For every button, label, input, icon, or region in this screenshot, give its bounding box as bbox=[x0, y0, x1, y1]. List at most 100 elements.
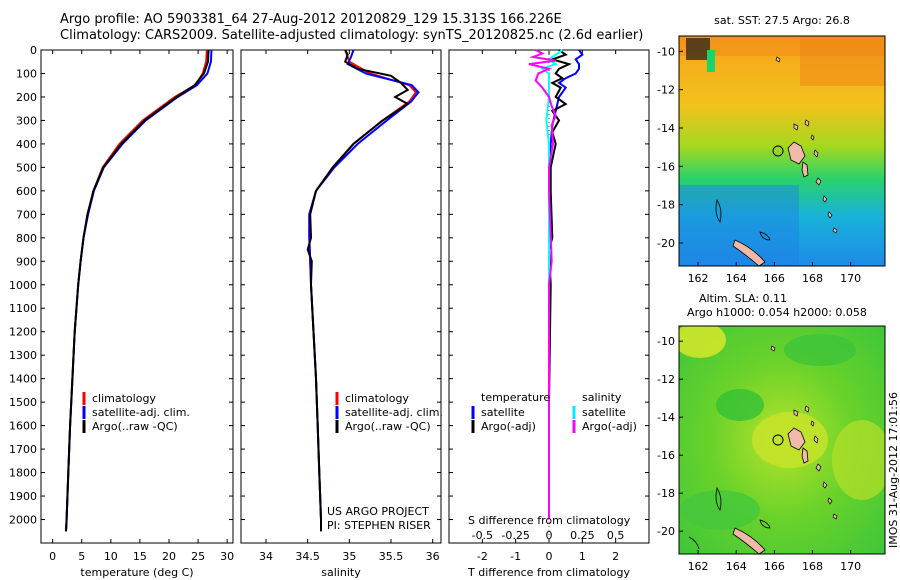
map-lon-label: 166 bbox=[764, 560, 785, 573]
pressure-tick-label: 1600 bbox=[9, 420, 37, 433]
pressure-tick-label: 1900 bbox=[9, 490, 37, 503]
sst-warm-patch bbox=[800, 36, 885, 86]
x-tick-label: 30 bbox=[220, 550, 234, 563]
legend-t-satellite-label: satellite bbox=[481, 406, 525, 419]
x-tick-label: 36 bbox=[426, 550, 440, 563]
pressure-tick-label: 900 bbox=[16, 255, 37, 268]
map-lat-label: -10 bbox=[657, 45, 675, 58]
map-lat-label: -16 bbox=[657, 449, 675, 462]
s-difference-tick-label: 0 bbox=[546, 529, 553, 542]
series-climatology bbox=[308, 49, 418, 532]
new-caledonia bbox=[732, 239, 766, 266]
legend-temperature-title: temperature bbox=[481, 391, 550, 404]
map-lon-label: 170 bbox=[840, 272, 861, 285]
sst-map-frame bbox=[678, 35, 886, 267]
x-tick-label: 25 bbox=[191, 550, 205, 563]
sla-map-field bbox=[679, 326, 885, 554]
series-argo-raw-qc- bbox=[65, 49, 210, 532]
pressure-tick-label: 700 bbox=[16, 208, 37, 221]
new-caledonia bbox=[732, 527, 766, 554]
x-tick-label: 15 bbox=[133, 550, 147, 563]
sla-map-title-1: Altim. SLA: 0.11 bbox=[699, 292, 787, 305]
s-difference-tick-label: 0.25 bbox=[570, 529, 595, 542]
sla-low-1 bbox=[716, 389, 764, 421]
map-lon-label: 162 bbox=[688, 272, 709, 285]
x-tick-label: 20 bbox=[162, 550, 176, 563]
salinity-legend: climatology satellite-adj. clim. Argo(..… bbox=[327, 392, 443, 532]
sst-missing-data bbox=[686, 38, 710, 60]
sla-map-title-2: Argo h1000: 0.054 h2000: 0.058 bbox=[687, 306, 867, 319]
map-lat-label: -14 bbox=[657, 411, 675, 424]
temperature-legend: climatology satellite-adj. clim. Argo(..… bbox=[82, 392, 190, 433]
legend-satellite-label: satellite-adj. clim. bbox=[345, 406, 443, 419]
island-malekula bbox=[801, 447, 809, 464]
pressure-tick-label: 1200 bbox=[9, 326, 37, 339]
map-lon-label: 166 bbox=[764, 272, 785, 285]
title-line-1: Argo profile: AO 5903381_64 27-Aug-2012 … bbox=[60, 12, 562, 27]
s-difference-tick-label: -0.5 bbox=[472, 529, 493, 542]
sla-low-2 bbox=[784, 334, 856, 366]
x-tick-label: 5 bbox=[78, 550, 85, 563]
pressure-tick-label: 1700 bbox=[9, 443, 37, 456]
pressure-tick-label: 600 bbox=[16, 185, 37, 198]
legend-s-argo-label: Argo(-adj) bbox=[582, 420, 637, 433]
legend-satellite-label: satellite-adj. clim. bbox=[92, 406, 190, 419]
x-tick-label: 35 bbox=[342, 550, 356, 563]
x-tick-label: 0 bbox=[546, 550, 553, 563]
x-tick-label: -2 bbox=[477, 550, 488, 563]
map-lat-label: -20 bbox=[657, 237, 675, 250]
x-tick-label: 34 bbox=[259, 550, 273, 563]
x-tick-label: 1 bbox=[579, 550, 586, 563]
map-lat-label: -18 bbox=[657, 199, 675, 212]
legend-climatology-label: climatology bbox=[345, 392, 409, 405]
pressure-tick-label: 400 bbox=[16, 138, 37, 151]
sst-cloud-patch bbox=[707, 50, 715, 72]
argo-position-marker bbox=[772, 434, 784, 446]
reef-outlines bbox=[688, 486, 771, 550]
x-tick-label: 35.5 bbox=[379, 550, 404, 563]
temperature-axis-label: temperature (deg C) bbox=[80, 566, 193, 579]
map-lon-label: 162 bbox=[688, 560, 709, 573]
imos-credit: IMOS 31-Aug-2012 17:01:56 bbox=[887, 392, 900, 548]
map-lat-label: -12 bbox=[657, 84, 675, 97]
map-lon-label: 164 bbox=[726, 272, 747, 285]
s-difference-tick-label: -0.25 bbox=[501, 529, 529, 542]
pressure-tick-label: 2000 bbox=[9, 514, 37, 527]
sst-map-title: sat. SST: 27.5 Argo: 26.8 bbox=[714, 14, 850, 27]
sla-high-3 bbox=[832, 420, 885, 500]
legend-salinity-title: salinity bbox=[582, 391, 622, 404]
pressure-tick-label: 1000 bbox=[9, 279, 37, 292]
vanuatu-islands bbox=[775, 56, 838, 234]
pressure-tick-label: 100 bbox=[16, 67, 37, 80]
map-lat-label: -16 bbox=[657, 160, 675, 173]
s-difference-tick-label: 0.5 bbox=[607, 529, 625, 542]
salinity-panel-frame bbox=[240, 49, 442, 544]
legend-s-satellite-label: satellite bbox=[582, 406, 626, 419]
pressure-tick-label: 1100 bbox=[9, 302, 37, 315]
t-difference-axis-label: T difference from climatology bbox=[467, 566, 630, 579]
difference-legends: temperature satellite Argo(-adj) salinit… bbox=[468, 391, 637, 527]
island-espiritu-santo bbox=[787, 427, 806, 451]
map-lon-label: 164 bbox=[726, 560, 747, 573]
x-tick-label: -1 bbox=[510, 550, 521, 563]
sst-map-field bbox=[679, 36, 885, 266]
pi-annotation: PI: STEPHEN RISER bbox=[327, 519, 431, 532]
map-lat-label: -18 bbox=[657, 487, 675, 500]
legend-t-argo-label: Argo(-adj) bbox=[481, 420, 536, 433]
pressure-tick-label: 1500 bbox=[9, 396, 37, 409]
x-tick-label: 10 bbox=[104, 550, 118, 563]
legend-argo-label: Argo(..raw -QC) bbox=[345, 420, 431, 433]
map-lat-label: -20 bbox=[657, 525, 675, 538]
x-tick-label: 2 bbox=[612, 550, 619, 563]
series-t-argo-adj- bbox=[547, 49, 572, 520]
title-line-2: Climatology: CARS2009. Satellite-adjuste… bbox=[60, 28, 644, 43]
project-annotation: US ARGO PROJECT bbox=[327, 505, 429, 518]
island-espiritu-santo bbox=[787, 141, 806, 165]
salinity-axis-label: salinity bbox=[321, 566, 361, 579]
series-satellite-adj-clim- bbox=[308, 49, 420, 532]
map-lat-label: -14 bbox=[657, 122, 675, 135]
island-malekula bbox=[801, 161, 809, 178]
legend-climatology-label: climatology bbox=[92, 392, 156, 405]
argo-position-marker bbox=[772, 145, 784, 157]
